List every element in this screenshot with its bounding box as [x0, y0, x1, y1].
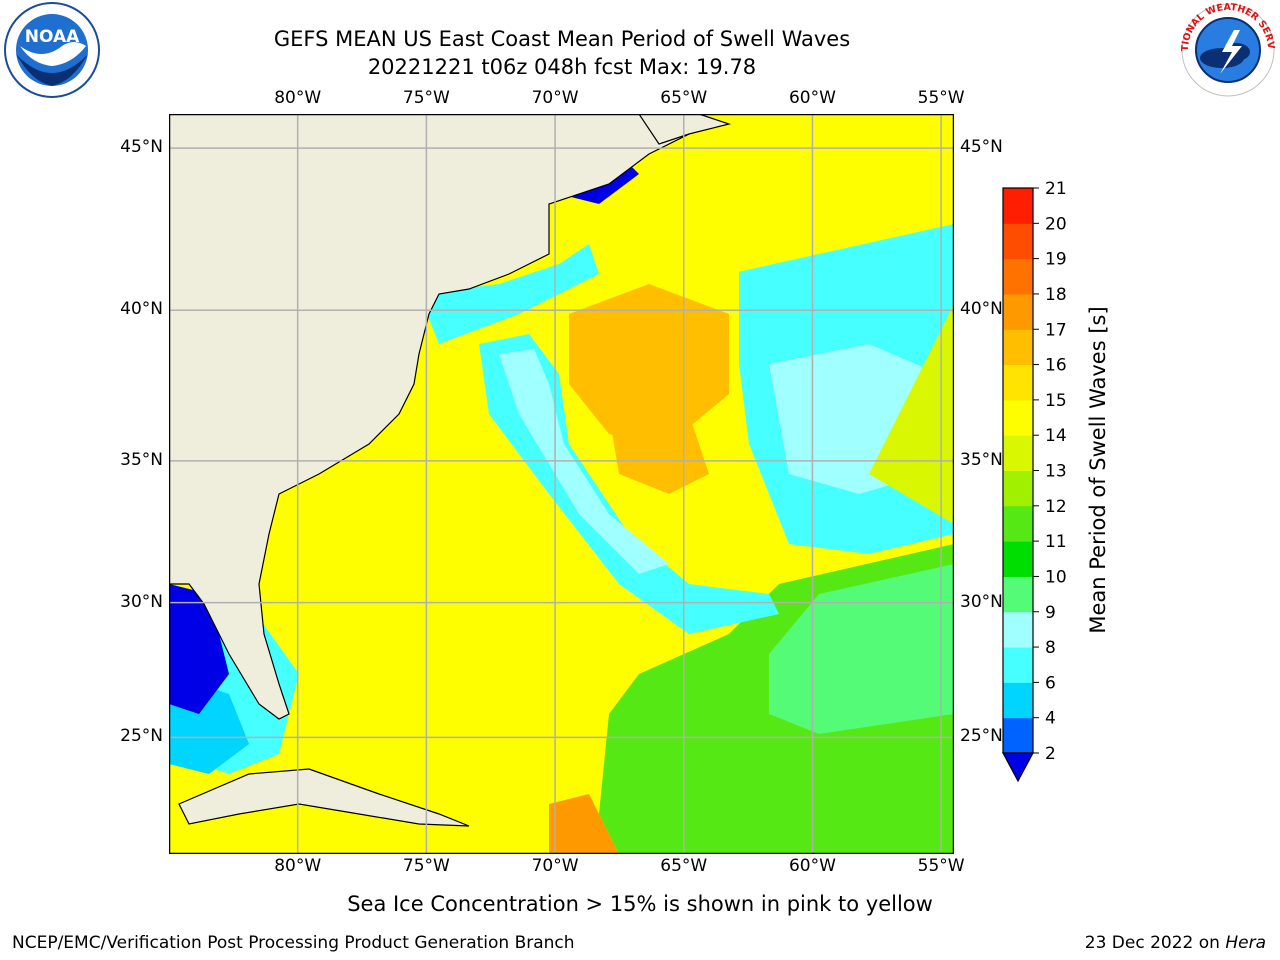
lon-tick-top-5: 55°W: [917, 88, 965, 108]
colorbar-tick-label-7: 12: [1045, 497, 1067, 517]
colorbar-tick-label-16: 21: [1045, 180, 1067, 199]
swell-period-map: [169, 114, 954, 854]
yellow-region-north: [689, 124, 954, 274]
colorbar-ticks: 2 4 6 8 9 10 11 12 13 14 15 16 17 18 19 20 21: [1033, 180, 1067, 764]
colorbar-tick-label-12: 17: [1045, 320, 1067, 340]
yellowgreen-region-east: [869, 304, 954, 524]
land-cuba: [178, 768, 470, 827]
map-gridlines: [169, 114, 954, 854]
noaa-logo-text: NOAA: [25, 27, 80, 47]
colorbar-band-10: [1003, 364, 1033, 401]
colorbar-band-13: [1003, 258, 1033, 295]
colorbar-tick-label-15: 20: [1045, 214, 1067, 234]
lat-tick-right-4: 25°N: [960, 726, 1003, 747]
colorbar-tick-label-13: 18: [1045, 285, 1067, 305]
lon-tick-bottom-3: 65°W: [660, 856, 708, 876]
lon-tick-top-2: 70°W: [531, 88, 579, 108]
colorbar-band-1: [1003, 682, 1033, 719]
colorbar-tick-label-14: 19: [1045, 250, 1067, 270]
lat-tick-right-3: 30°N: [960, 591, 1003, 612]
light-green-region-east: [769, 564, 954, 734]
colorbar-bands: [1001, 187, 1035, 783]
lon-tick-bottom-5: 55°W: [917, 856, 965, 876]
colorbar-band-9: [1003, 399, 1033, 436]
orange-region-south: [549, 794, 619, 854]
map-frame: [169, 114, 954, 854]
lat-tick-left-3: 30°N: [120, 591, 163, 612]
colorbar-tick-label-9: 14: [1045, 426, 1067, 446]
chart-subtitle: 20221221 t06z 048h fcst Max: 19.78: [367, 55, 757, 79]
lat-tick-right-0: 45°N: [960, 137, 1003, 158]
colorbar-band-3: [1003, 611, 1033, 648]
land-us-east: [169, 114, 700, 720]
colorbar-band-8: [1003, 435, 1033, 471]
lat-tick-right-1: 40°N: [960, 299, 1003, 320]
footer-machine: Hera: [1225, 933, 1266, 953]
lat-tick-left-2: 35°N: [120, 449, 163, 470]
lon-tick-bottom-0: 80°W: [274, 856, 322, 876]
colorbar-tick-label-6: 11: [1045, 532, 1067, 552]
colorbar-tick-label-5: 10: [1045, 567, 1067, 587]
sea-ice-note-text: Sea Ice Concentration > 15% is shown in …: [347, 892, 933, 916]
lat-tick-right-2: 35°N: [960, 449, 1003, 470]
colorbar-tick-label-2: 6: [1045, 673, 1056, 693]
colorbar-tick-label-8: 13: [1045, 462, 1067, 482]
colorbar-band-15: [1003, 188, 1033, 224]
orange-region-center: [569, 284, 729, 444]
lat-tick-left-1: 40°N: [120, 299, 163, 320]
noaa-logo: NOAA: [2, 2, 102, 98]
footer-date: 23 Dec 2022 on: [1084, 933, 1226, 953]
colorbar-band-2: [1003, 647, 1033, 683]
lon-tick-top-1: 75°W: [402, 88, 450, 108]
colorbar-tick-label-0: 2: [1045, 744, 1056, 764]
nws-logo: NATIONAL WEATHER SERVICE: [1174, 0, 1278, 98]
colorbar-tick-label-10: 15: [1045, 391, 1067, 411]
lat-tick-left-0: 45°N: [120, 137, 163, 158]
colorbar-extend-min: [1001, 752, 1035, 783]
lon-tick-top-4: 60°W: [788, 88, 836, 108]
colorbar-band-5: [1003, 541, 1033, 577]
colorbar-band-6: [1003, 505, 1033, 542]
coastal-cyan-band-north: [419, 244, 599, 344]
colorbar-band-0: [1003, 717, 1033, 754]
footer-left: NCEP/EMC/Verification Post Processing Pr…: [12, 933, 575, 953]
gulf-stream-pale-band: [499, 349, 669, 574]
colorbar-band-7: [1003, 470, 1033, 507]
colorbar-tick-label-1: 4: [1045, 709, 1056, 729]
colorbar-tick-label-3: 8: [1045, 638, 1056, 658]
colorbar-label: Mean Period of Swell Waves [s]: [1086, 306, 1110, 634]
lon-tick-bottom-1: 75°W: [402, 856, 450, 876]
colorbar-band-11: [1003, 329, 1033, 366]
lon-tick-bottom-2: 70°W: [531, 856, 579, 876]
colorbar-band-4: [1003, 576, 1033, 613]
lon-tick-top-3: 65°W: [660, 88, 708, 108]
lon-tick-bottom-4: 60°W: [788, 856, 836, 876]
colorbar-tick-label-4: 9: [1045, 603, 1056, 623]
sea-ice-note: Sea Ice Concentration > 15% is shown in …: [0, 892, 1280, 916]
lat-tick-left-4: 25°N: [120, 726, 163, 747]
colorbar-band-12: [1003, 293, 1033, 330]
colorbar-band-14: [1003, 223, 1033, 260]
colorbar: 2 4 6 8 9 10 11 12 13 14 15 16 17 18 19 20 21: [1001, 180, 1067, 783]
chart-title: GEFS MEAN US East Coast Mean Period of S…: [273, 27, 851, 51]
colorbar-tick-label-11: 16: [1045, 356, 1067, 376]
lon-tick-top-0: 80°W: [274, 88, 322, 108]
footer-right: 23 Dec 2022 on Hera: [1085, 933, 1266, 953]
